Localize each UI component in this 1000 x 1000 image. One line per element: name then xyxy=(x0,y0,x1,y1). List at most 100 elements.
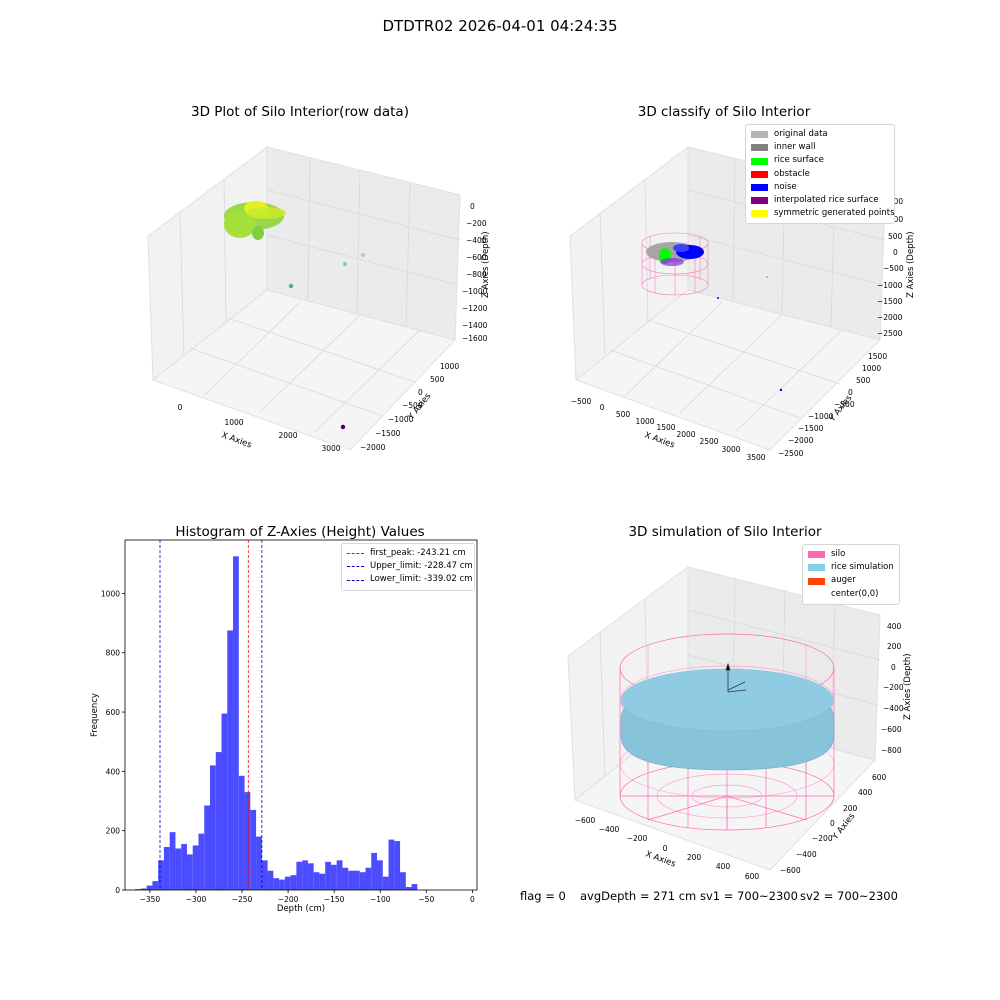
histogram-bar xyxy=(221,713,228,890)
histogram-bar xyxy=(394,841,401,890)
legend-label: noise xyxy=(774,181,797,192)
histogram-bar xyxy=(371,852,378,890)
simulation-ytick: −200 xyxy=(812,834,833,843)
raw-outlier-point xyxy=(361,253,365,257)
classify-ytick: −1500 xyxy=(798,424,824,433)
histogram-ytick-label: 200 xyxy=(106,827,121,836)
simulation-ztick: 0 xyxy=(891,663,896,672)
simulation-zlabel: Z Axies (Depth) xyxy=(903,653,913,720)
legend-label: obstacle xyxy=(774,168,810,179)
legend-swatch xyxy=(751,170,768,178)
histogram-xtick-label: −100 xyxy=(370,895,391,904)
histogram-bar xyxy=(279,879,285,890)
histogram-bar xyxy=(307,863,314,890)
legend-label: inner wall xyxy=(774,142,816,153)
histogram-xtick-label: −300 xyxy=(186,895,207,904)
raw-ztick: −800 xyxy=(466,270,487,279)
histogram-bar xyxy=(186,854,193,890)
histogram-bar xyxy=(261,860,268,890)
classify-ytick: 1000 xyxy=(862,364,881,373)
simulation-xtick: −600 xyxy=(575,816,596,825)
simulation-ytick: 200 xyxy=(843,804,858,813)
simulation-xtick: 600 xyxy=(745,872,760,881)
histogram-xtick-label: −50 xyxy=(418,895,434,904)
classify-noise-point xyxy=(779,388,783,392)
raw-ytick: −2000 xyxy=(360,443,386,452)
raw-ztick: −1600 xyxy=(462,334,488,343)
legend-item: first_peak: -243.21 cm xyxy=(347,547,469,560)
histogram-bar xyxy=(290,875,297,890)
legend-swatch xyxy=(347,566,364,568)
histogram-vlines xyxy=(159,540,263,890)
simulation-xtick: 200 xyxy=(687,853,702,862)
simulation-ztick: −800 xyxy=(881,746,902,755)
simulation-ztick: 200 xyxy=(887,642,902,651)
classify-ztick: −2500 xyxy=(877,329,903,338)
raw-xtick: 1000 xyxy=(224,418,243,427)
raw-plot-title: 3D Plot of Silo Interior(row data) xyxy=(191,104,409,120)
raw-ztick: −400 xyxy=(466,236,487,245)
histogram-xtick-label: −350 xyxy=(140,895,161,904)
histogram-bar xyxy=(181,844,187,890)
histogram-bar xyxy=(163,846,170,890)
raw-ytick: 500 xyxy=(430,375,445,384)
legend-label: rice simulation xyxy=(831,562,894,573)
histogram-bar xyxy=(233,556,239,890)
legend-swatch xyxy=(751,157,768,165)
legend-label: center(0,0) xyxy=(831,588,879,599)
status-sv1: sv1 = 700~2300 xyxy=(700,889,798,903)
classify-zlabel: Z Axies (Depth) xyxy=(906,231,916,298)
classify-xtick: 0 xyxy=(600,403,605,412)
legend-swatch xyxy=(751,197,768,205)
raw-ytick: 1000 xyxy=(440,362,459,371)
simulation-ztick: −600 xyxy=(881,725,902,734)
legend-swatch xyxy=(808,577,825,585)
legend-item: silo xyxy=(808,548,894,561)
histogram-bar xyxy=(140,888,147,890)
histogram-bar xyxy=(302,860,308,890)
histogram-xtick-label: −250 xyxy=(232,895,253,904)
raw-xtick: 0 xyxy=(178,403,183,412)
classify-ytick: −1000 xyxy=(808,412,834,421)
legend-label: silo xyxy=(831,549,846,559)
raw-floor-pane xyxy=(151,289,456,451)
classify-ztick: −1000 xyxy=(877,281,903,290)
raw-ztick: −1000 xyxy=(462,287,488,296)
histogram-bar xyxy=(313,872,320,890)
classify-ytick: 500 xyxy=(856,376,871,385)
simulation-ytick: −600 xyxy=(780,866,801,875)
legend-item: interpolated rice surface xyxy=(751,194,889,207)
histogram-xtick-label: −150 xyxy=(324,895,345,904)
raw-ytick: −1000 xyxy=(388,415,414,424)
raw-outlier-point xyxy=(288,283,294,289)
histogram-bar xyxy=(244,792,251,890)
classify-xtick: 500 xyxy=(616,410,631,419)
simulation-xtick: 400 xyxy=(716,862,731,871)
classify-xtick: 1000 xyxy=(635,417,654,426)
histogram-bar xyxy=(152,881,159,890)
classify-plot-title: 3D classify of Silo Interior xyxy=(637,104,811,120)
histogram-bar xyxy=(250,809,257,890)
classify-xtick: 2500 xyxy=(699,437,718,446)
histogram-bar xyxy=(204,805,211,890)
legend-swatch xyxy=(347,579,364,581)
histogram-bar xyxy=(135,889,141,890)
legend-item: obstacle xyxy=(751,168,889,181)
legend-item: Lower_limit: -339.02 cm xyxy=(347,573,472,586)
legend-item: auger xyxy=(808,574,894,587)
raw-ztick: −200 xyxy=(466,219,487,228)
simulation-xtick: −400 xyxy=(599,825,620,834)
legend-swatch xyxy=(808,564,825,572)
histogram-bar xyxy=(192,845,199,890)
histogram-xtick-label: 0 xyxy=(470,895,475,904)
legend-item: rice surface xyxy=(751,154,889,167)
raw-ytick: −1500 xyxy=(375,429,401,438)
histogram-xticks: −350 −300 −250 −200 −150 −100 −50 0 xyxy=(140,890,475,904)
histogram-bar xyxy=(169,832,176,890)
raw-ztick: −600 xyxy=(466,253,487,262)
legend-label: Upper_limit: -228.47 cm xyxy=(370,561,473,572)
raw-ztick: −1200 xyxy=(462,304,488,313)
